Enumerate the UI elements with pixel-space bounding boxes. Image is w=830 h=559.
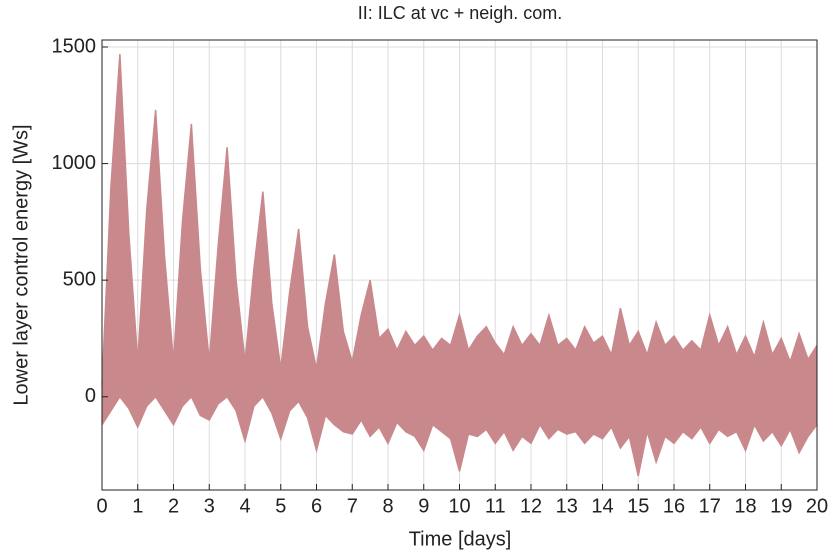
x-tick-label: 15	[627, 495, 649, 517]
x-tick-label: 20	[806, 495, 828, 517]
x-axis-label: Time [days]	[409, 528, 512, 550]
x-tick-label: 3	[204, 495, 215, 517]
x-tick-label: 9	[418, 495, 429, 517]
x-tick-label: 11	[485, 495, 506, 517]
x-tick-label: 0	[96, 495, 107, 517]
y-tick-label: 1000	[52, 152, 97, 174]
x-tick-label: 2	[168, 495, 179, 517]
y-tick-label: 1500	[52, 35, 97, 57]
x-tick-label: 8	[382, 495, 393, 517]
x-tick-label: 4	[239, 495, 250, 517]
x-tick-label: 18	[734, 495, 756, 517]
x-tick-label: 10	[448, 495, 470, 517]
chart-title: II: ILC at vc + neigh. com.	[358, 3, 563, 23]
x-tick-label: 7	[347, 495, 358, 517]
y-tick-label: 500	[63, 268, 96, 290]
x-tick-label: 1	[132, 495, 143, 517]
plot	[101, 53, 818, 477]
x-tick-label: 5	[275, 495, 286, 517]
x-tick-label: 19	[770, 495, 792, 517]
signal-band	[102, 53, 817, 477]
x-tick-label: 16	[663, 495, 685, 517]
x-tick-label: 13	[556, 495, 578, 517]
y-axis-label: Lower layer control energy [Ws]	[10, 124, 32, 405]
signal-envelope	[101, 53, 818, 386]
signal-envelope	[101, 395, 818, 477]
x-tick-label: 6	[311, 495, 322, 517]
x-tick-label: 14	[591, 495, 613, 517]
y-tick-label: 0	[85, 385, 96, 407]
x-tick-label: 12	[520, 495, 542, 517]
x-tick-label: 17	[699, 495, 721, 517]
